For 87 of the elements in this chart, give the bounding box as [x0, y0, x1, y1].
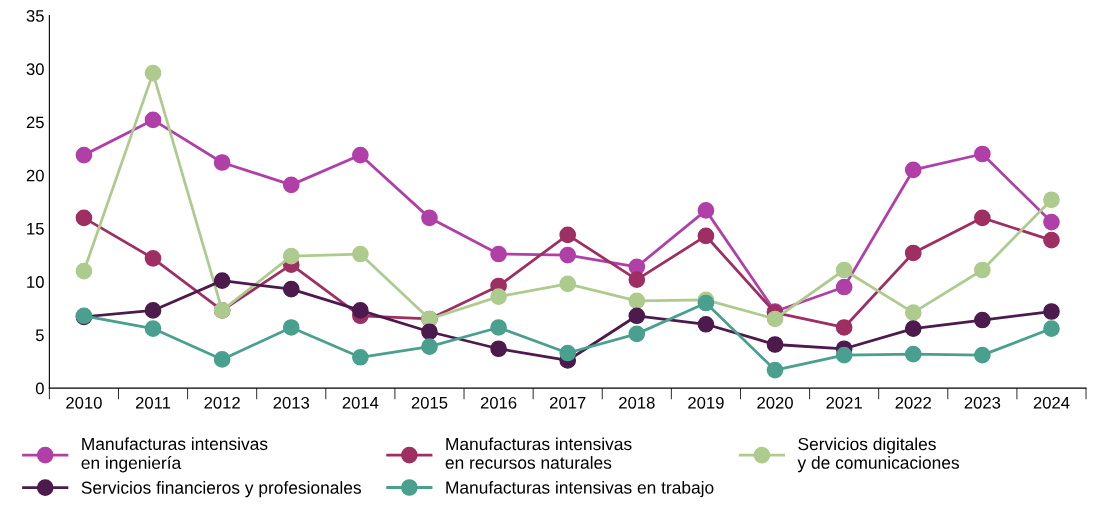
point — [974, 209, 991, 227]
point — [421, 209, 438, 227]
x-tick-label: 2022 — [895, 396, 931, 409]
point — [974, 311, 991, 329]
x-tick-label: 2016 — [480, 396, 517, 409]
point — [628, 292, 646, 310]
point — [1043, 231, 1060, 249]
point — [282, 319, 300, 336]
y-tick-label: 30 — [26, 63, 44, 76]
point — [421, 323, 438, 341]
point — [144, 64, 162, 82]
y-tick-label: 10 — [27, 276, 44, 288]
legend-label: Servicios financieros y profesionales — [81, 481, 361, 498]
point — [835, 319, 853, 336]
x-tick-label: 2017 — [550, 396, 586, 409]
point — [490, 319, 507, 336]
point — [904, 244, 922, 262]
point — [904, 161, 922, 179]
x-tick-label: 2021 — [826, 396, 862, 409]
x-tick-label: 2013 — [273, 396, 310, 409]
point — [766, 310, 784, 328]
point — [835, 278, 853, 296]
point — [559, 226, 577, 244]
point — [282, 280, 300, 298]
point — [974, 145, 991, 163]
point — [628, 325, 646, 343]
point — [1043, 213, 1060, 231]
point — [904, 320, 922, 337]
point — [766, 361, 784, 379]
y-tick-label: 5 — [35, 329, 44, 342]
x-tick-label: 2011 — [135, 396, 171, 409]
point — [766, 336, 784, 353]
point — [697, 315, 715, 333]
point — [352, 245, 369, 263]
point — [835, 346, 853, 364]
point — [1043, 320, 1060, 337]
x-tick-label: 2012 — [204, 396, 240, 409]
point — [352, 348, 369, 366]
x-tick-label: 2014 — [342, 396, 379, 409]
point — [697, 202, 715, 219]
point — [490, 288, 507, 305]
point — [282, 176, 300, 194]
point — [697, 227, 715, 245]
legend-label: Manufacturas intensivas en ingeniería — [81, 437, 268, 473]
point — [352, 146, 369, 164]
point — [490, 340, 507, 358]
legend-label: Servicios digitales y de comunicaciones — [797, 437, 959, 473]
point — [559, 246, 577, 264]
point — [559, 344, 577, 362]
point — [974, 261, 991, 279]
x-tick-label: 2010 — [66, 396, 102, 409]
x-tick-label: 2019 — [688, 396, 724, 409]
point — [1043, 191, 1060, 209]
point — [213, 272, 231, 289]
point — [144, 302, 162, 319]
point — [835, 261, 853, 279]
point — [75, 209, 93, 227]
point — [352, 302, 369, 319]
point — [904, 304, 922, 321]
point — [628, 307, 646, 325]
point — [213, 351, 231, 368]
x-tick-label: 2018 — [619, 396, 655, 409]
point — [974, 346, 991, 364]
x-tick-label: 2020 — [757, 396, 793, 409]
y-tick-label: 20 — [26, 169, 44, 182]
point — [144, 249, 162, 267]
point — [75, 146, 93, 164]
y-tick-label: 0 — [35, 382, 44, 395]
point — [282, 247, 300, 265]
x-tick-label: 2015 — [411, 396, 448, 409]
point — [144, 320, 162, 337]
y-tick-label: 25 — [26, 116, 44, 129]
point — [490, 245, 507, 263]
x-tick-label: 2024 — [1033, 396, 1070, 409]
y-tick-label: 35 — [26, 10, 44, 22]
point — [75, 262, 93, 280]
point — [144, 111, 162, 129]
point — [559, 275, 577, 293]
y-tick-label: 15 — [27, 223, 44, 235]
x-tick-label: 2023 — [964, 396, 1001, 409]
legend-label: Manufacturas intensivas en trabajo — [446, 480, 714, 498]
point — [1043, 303, 1060, 320]
legend-label: Manufacturas intensivas en recursos naturales — [445, 437, 632, 469]
point — [904, 345, 922, 363]
point — [421, 338, 438, 355]
point — [628, 271, 646, 288]
point — [213, 154, 231, 171]
